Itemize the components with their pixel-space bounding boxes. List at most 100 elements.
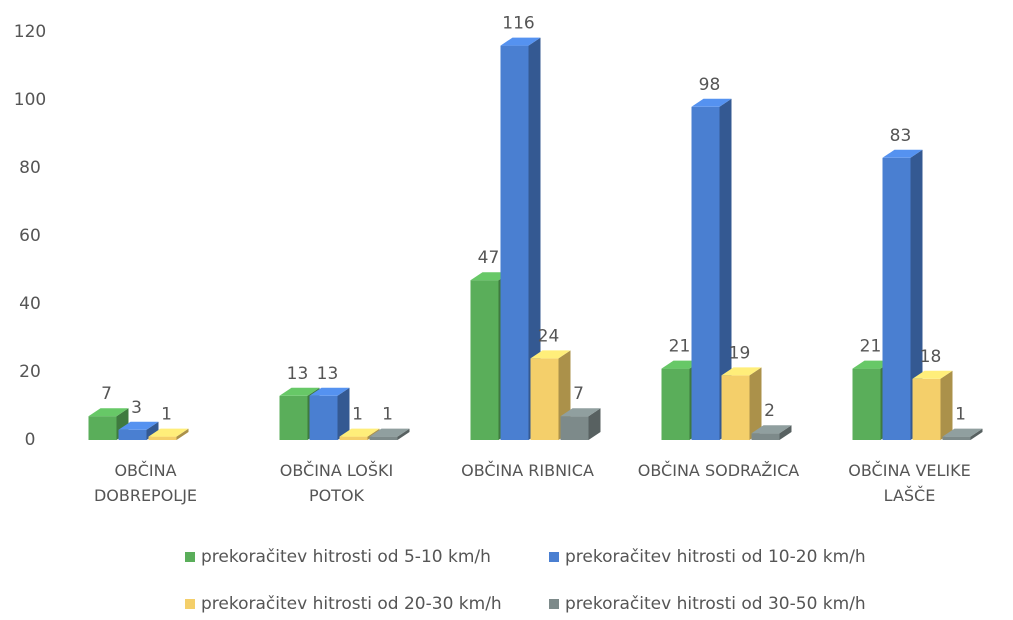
- bar-side: [970, 428, 983, 440]
- bar-side: [337, 387, 350, 440]
- bar-front: [560, 416, 589, 440]
- bar-side: [940, 370, 953, 440]
- data-label: 19: [729, 343, 751, 363]
- bar-top: [500, 37, 541, 46]
- bar-top: [691, 98, 732, 107]
- legend-item: prekoračitev hitrosti od 10-20 km/h: [549, 547, 866, 567]
- bar-front: [882, 157, 911, 441]
- bar-front: [691, 106, 720, 441]
- x-tick-label: OBČINA RIBNICA: [461, 461, 594, 480]
- bar: [912, 370, 953, 440]
- data-label: 1: [382, 405, 393, 425]
- y-tick-label: 80: [19, 158, 41, 178]
- bar-top: [148, 428, 189, 437]
- bar-front: [500, 45, 529, 440]
- bar-side: [779, 425, 792, 440]
- data-label: 3: [131, 398, 142, 418]
- bar-top: [339, 428, 380, 437]
- data-label: 47: [478, 248, 500, 268]
- bar-top: [751, 425, 792, 434]
- x-tick-label: OBČINA LOŠKI POTOK: [279, 461, 394, 505]
- bar-top: [882, 149, 923, 158]
- bar-front: [942, 436, 971, 440]
- bar-side: [176, 428, 189, 440]
- bar-front: [148, 436, 177, 440]
- bar-side: [146, 421, 159, 440]
- bar: [691, 98, 732, 441]
- bar-side: [397, 428, 410, 440]
- bar-top: [88, 408, 129, 417]
- legend-label: prekoračitev hitrosti od 10-20 km/h: [565, 547, 866, 567]
- bar-top: [912, 370, 953, 379]
- bar-top: [530, 350, 571, 359]
- data-label: 83: [890, 126, 912, 146]
- bar: [309, 387, 350, 440]
- bar-top: [369, 428, 410, 437]
- y-tick-label: 0: [25, 430, 36, 450]
- bar: [500, 37, 541, 440]
- data-label: 21: [669, 337, 691, 357]
- data-label: 13: [287, 364, 309, 384]
- bar-top: [309, 387, 350, 396]
- legend-item: prekoračitev hitrosti od 20-30 km/h: [185, 594, 502, 614]
- bar: [882, 149, 923, 441]
- bar-top: [721, 367, 762, 376]
- bar: [721, 367, 762, 440]
- bar-front: [88, 416, 117, 440]
- data-label: 18: [920, 347, 942, 367]
- bar-front: [470, 280, 499, 440]
- x-tick-label: OBČINA DOBREPOLJE: [93, 461, 198, 505]
- y-tick-label: 20: [19, 362, 41, 382]
- legend-label: prekoračitev hitrosti od 30-50 km/h: [565, 594, 866, 614]
- bar: [942, 428, 983, 440]
- bar-front: [279, 395, 308, 440]
- data-label: 7: [101, 384, 112, 404]
- bar-front: [852, 368, 881, 440]
- bar: [148, 428, 189, 440]
- data-label: 1: [161, 405, 172, 425]
- bar-side: [528, 37, 541, 440]
- y-tick-label: 60: [19, 226, 41, 246]
- bar-top: [942, 428, 983, 437]
- bar-front: [309, 395, 338, 440]
- legend-label: prekoračitev hitrosti od 5-10 km/h: [201, 547, 491, 567]
- legend-swatch: [185, 552, 195, 562]
- data-label: 98: [699, 75, 721, 95]
- data-label: 2: [764, 401, 775, 421]
- bar-side: [910, 149, 923, 441]
- bar-front: [118, 429, 147, 440]
- x-tick-label: OBČINA VELIKE LAŠČE: [848, 461, 971, 505]
- bar: [118, 421, 159, 440]
- legend-swatch: [185, 599, 195, 609]
- legend-swatch: [549, 552, 559, 562]
- bar: [369, 428, 410, 440]
- bar-side: [749, 367, 762, 440]
- data-label: 24: [538, 326, 560, 346]
- legend-item: prekoračitev hitrosti od 30-50 km/h: [549, 594, 866, 614]
- legend-swatch: [549, 599, 559, 609]
- data-label: 13: [317, 364, 339, 384]
- data-label: 21: [860, 337, 882, 357]
- bar-front: [369, 436, 398, 440]
- bar-front: [530, 358, 559, 440]
- bar-front: [751, 433, 780, 440]
- bar-front: [661, 368, 690, 440]
- bar-front: [721, 375, 750, 440]
- legend-label: prekoračitev hitrosti od 20-30 km/h: [201, 594, 502, 614]
- data-label: 1: [352, 405, 363, 425]
- y-tick-label: 100: [14, 90, 46, 110]
- bar-front: [912, 378, 941, 440]
- bar-side: [719, 98, 732, 441]
- x-tick-label: OBČINA SODRAŽICA: [637, 461, 800, 480]
- bar-side: [588, 408, 601, 440]
- y-tick-label: 120: [14, 22, 46, 42]
- legend-item: prekoračitev hitrosti od 5-10 km/h: [185, 547, 491, 567]
- data-label: 116: [502, 14, 534, 34]
- data-label: 1: [955, 405, 966, 425]
- bar: [751, 425, 792, 440]
- bar: [560, 408, 601, 440]
- bar-top: [118, 421, 159, 430]
- y-tick-label: 40: [19, 294, 41, 314]
